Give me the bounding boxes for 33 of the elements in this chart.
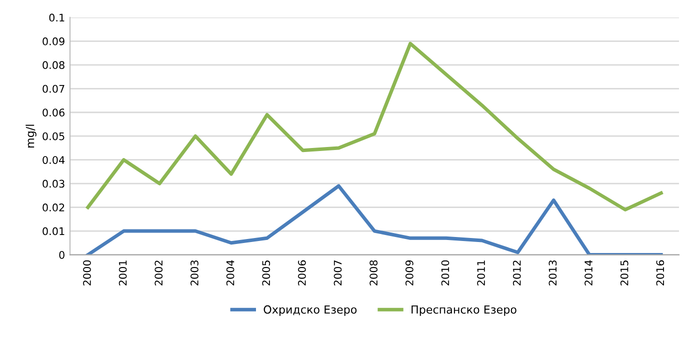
y-tick-label: 0.08 bbox=[42, 61, 64, 70]
x-tick-label: 2014 bbox=[584, 260, 592, 286]
x-tick-label: 2011 bbox=[477, 260, 485, 286]
line-series bbox=[86, 184, 663, 255]
x-tick-label: 2004 bbox=[226, 260, 234, 286]
x-tick-label: 2007 bbox=[334, 260, 342, 286]
y-tick-label: 0.05 bbox=[42, 132, 64, 140]
x-tick-label: 2002 bbox=[154, 260, 163, 286]
x-tick-label: 2003 bbox=[190, 260, 198, 286]
y-tick-label: 0.02 bbox=[42, 204, 64, 212]
x-tick-label: 2005 bbox=[262, 260, 270, 286]
y-tick-label: 0.04 bbox=[42, 156, 65, 164]
x-tick-label: 2015 bbox=[620, 260, 628, 286]
legend-label: Преспанско Езеро bbox=[412, 305, 516, 316]
y-tick-label: 0.06 bbox=[42, 108, 64, 116]
x-tick-label: 2012 bbox=[512, 260, 521, 286]
x-tick-label: 2010 bbox=[441, 260, 450, 286]
x-tick-label: 2013 bbox=[548, 260, 557, 286]
y-tick-label: 0.1 bbox=[49, 14, 64, 22]
y-tick-label: 0.07 bbox=[42, 84, 64, 93]
y-axis-title: mg/l bbox=[26, 124, 36, 148]
y-tick-label: 0 bbox=[59, 250, 64, 259]
y-tick-label: 0.01 bbox=[42, 227, 64, 236]
legend-label: Охридско Езеро bbox=[264, 305, 357, 316]
x-tick-label: 2006 bbox=[298, 260, 306, 286]
x-tick-label: 2016 bbox=[656, 260, 664, 286]
x-tick-label: 2008 bbox=[370, 260, 378, 286]
x-tick-label: 2009 bbox=[405, 260, 414, 286]
line-series bbox=[86, 42, 663, 212]
y-tick-label: 0.03 bbox=[42, 180, 64, 188]
x-tick-label: 2001 bbox=[118, 260, 127, 286]
x-tick-label: 2000 bbox=[83, 260, 91, 286]
y-tick-label: 0.09 bbox=[42, 37, 64, 46]
